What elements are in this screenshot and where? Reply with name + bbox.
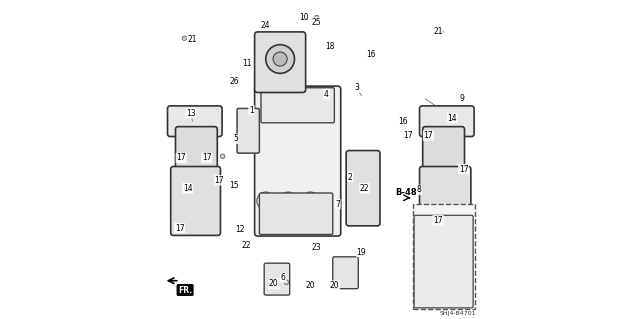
FancyBboxPatch shape — [261, 88, 334, 123]
Text: 15: 15 — [229, 181, 239, 189]
Text: 23: 23 — [312, 243, 322, 252]
FancyBboxPatch shape — [264, 263, 290, 295]
FancyBboxPatch shape — [168, 106, 222, 137]
Text: 17: 17 — [214, 176, 225, 185]
Text: 17: 17 — [433, 216, 443, 225]
Text: 24: 24 — [261, 21, 271, 30]
Text: 20: 20 — [269, 279, 278, 288]
Text: 9: 9 — [460, 94, 465, 103]
Circle shape — [203, 154, 207, 159]
Text: 21: 21 — [433, 27, 443, 36]
Text: 25: 25 — [312, 18, 322, 27]
Text: 10: 10 — [300, 13, 309, 22]
Text: 3: 3 — [355, 83, 359, 92]
Text: 12: 12 — [236, 225, 245, 234]
Text: 18: 18 — [325, 42, 334, 51]
Text: 16: 16 — [398, 117, 408, 126]
Text: 20: 20 — [330, 281, 339, 290]
FancyBboxPatch shape — [422, 127, 465, 181]
Text: 26: 26 — [229, 77, 239, 86]
Text: 22: 22 — [360, 184, 369, 193]
FancyBboxPatch shape — [171, 167, 220, 235]
Text: 20: 20 — [306, 281, 316, 290]
Text: 17: 17 — [177, 153, 186, 162]
Text: 2: 2 — [348, 173, 353, 182]
Text: 11: 11 — [242, 59, 252, 68]
Text: 22: 22 — [242, 241, 252, 250]
Text: 17: 17 — [424, 131, 433, 140]
FancyBboxPatch shape — [175, 127, 218, 181]
Circle shape — [182, 36, 187, 41]
Circle shape — [266, 45, 294, 73]
Text: 13: 13 — [186, 109, 196, 118]
FancyBboxPatch shape — [255, 86, 340, 236]
Circle shape — [439, 30, 444, 34]
FancyBboxPatch shape — [420, 167, 471, 235]
Text: 21: 21 — [188, 35, 197, 44]
Text: 17: 17 — [403, 131, 413, 140]
FancyBboxPatch shape — [255, 32, 306, 93]
Text: FR.: FR. — [178, 286, 192, 294]
Circle shape — [273, 52, 287, 66]
Text: 7: 7 — [335, 200, 340, 209]
Text: 8: 8 — [417, 185, 421, 194]
Text: 1: 1 — [249, 106, 254, 115]
FancyBboxPatch shape — [346, 151, 380, 226]
Text: 6: 6 — [281, 273, 285, 282]
Text: 16: 16 — [366, 50, 376, 59]
Bar — [413, 204, 475, 309]
Text: 14: 14 — [183, 184, 193, 193]
Text: 17: 17 — [202, 153, 212, 162]
Text: 17: 17 — [175, 224, 184, 233]
Text: 17: 17 — [459, 165, 468, 174]
Circle shape — [315, 15, 319, 20]
Circle shape — [302, 15, 307, 20]
Text: 19: 19 — [356, 248, 366, 256]
Text: B-48: B-48 — [395, 189, 417, 197]
FancyBboxPatch shape — [333, 257, 358, 289]
Text: 5: 5 — [233, 134, 238, 143]
Circle shape — [220, 154, 225, 159]
FancyBboxPatch shape — [420, 106, 474, 137]
FancyBboxPatch shape — [237, 108, 259, 153]
Text: 14: 14 — [447, 114, 457, 122]
Text: 4: 4 — [324, 90, 329, 99]
Circle shape — [284, 280, 289, 285]
Text: SHJ4-B4701: SHJ4-B4701 — [440, 311, 476, 316]
FancyBboxPatch shape — [259, 193, 333, 234]
FancyBboxPatch shape — [414, 215, 473, 308]
